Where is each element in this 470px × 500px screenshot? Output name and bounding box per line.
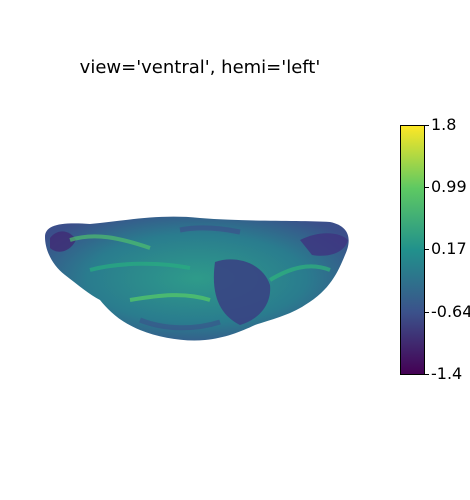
colorbar-tick-label: -1.4 [431, 364, 463, 383]
colorbar-tick-label: 1.8 [431, 115, 457, 134]
colorbar [400, 125, 425, 375]
colorbar-tick-label: -0.64 [431, 302, 470, 321]
colorbar-tick-label: 0.99 [431, 177, 467, 196]
colorbar-tickmark [425, 125, 429, 126]
colorbar-tickmark [425, 249, 429, 250]
colorbar-tickmark [425, 374, 429, 375]
colorbar-tickmark [425, 312, 429, 313]
colorbar-tickmark [425, 187, 429, 188]
brain-outline [45, 216, 349, 341]
figure-title: view='ventral', hemi='left' [79, 57, 321, 78]
colorbar-tick-label: 0.17 [431, 239, 467, 258]
